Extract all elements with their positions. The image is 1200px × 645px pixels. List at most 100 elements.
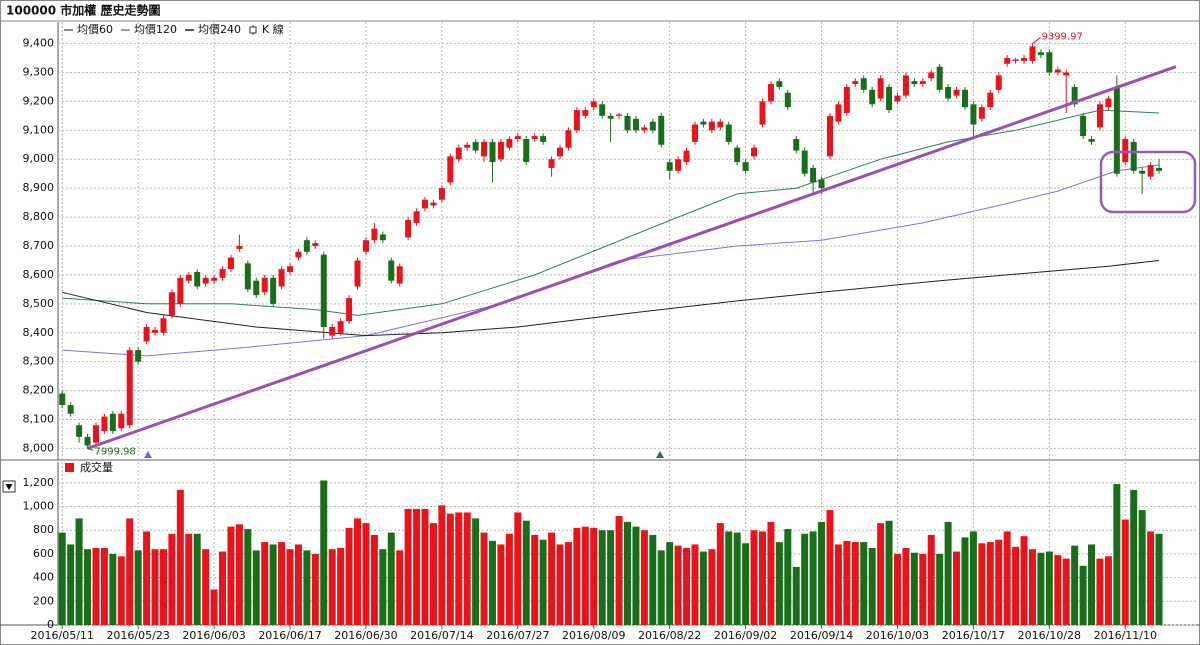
y-tick-label: 8,200	[23, 384, 55, 397]
candle-body	[641, 127, 648, 131]
y-tick-label: 400	[33, 571, 54, 584]
y-tick-label: 8,800	[23, 210, 55, 223]
candle-body	[582, 110, 589, 116]
volume-bar	[294, 544, 302, 625]
volume-bar	[1071, 545, 1079, 625]
candle-body	[177, 277, 184, 304]
candle-body	[523, 139, 530, 163]
volume-bar	[100, 548, 108, 625]
candle-body	[67, 405, 74, 414]
volume-bar	[328, 549, 336, 625]
candle-body	[481, 141, 488, 157]
volume-bar	[624, 521, 631, 625]
volume-bar	[219, 551, 227, 625]
volume-bar	[733, 532, 741, 625]
candle-body	[683, 150, 690, 163]
candle-body	[776, 81, 783, 87]
volume-bar	[919, 553, 927, 625]
candle-body	[211, 277, 218, 281]
candle-body	[430, 202, 437, 206]
volume-bar	[143, 531, 151, 625]
volume-bar	[1037, 552, 1045, 625]
candle-body	[1071, 86, 1078, 105]
volume-bar	[691, 544, 699, 625]
volume-bar	[210, 589, 218, 625]
volume-bar	[522, 520, 530, 625]
volume-bar	[818, 521, 826, 625]
volume-bar	[775, 542, 783, 625]
volume-bar	[936, 553, 944, 625]
volume-bar	[278, 542, 286, 625]
volume-bar	[235, 524, 243, 625]
volume-bar	[1028, 549, 1036, 625]
candle-body	[405, 219, 412, 238]
volume-bar	[995, 539, 1003, 625]
volume-bar	[632, 526, 640, 625]
candle-body	[540, 136, 547, 142]
volume-bar	[877, 523, 885, 625]
x-tick-label: 2016/05/11	[31, 629, 94, 642]
volume-bar	[514, 512, 522, 625]
legend-swatch	[249, 26, 257, 34]
candle-body	[379, 234, 386, 241]
candle-body	[396, 266, 403, 284]
candle-body	[835, 104, 842, 122]
x-tick-label: 2016/08/22	[638, 629, 701, 642]
candle-body	[1113, 86, 1120, 174]
candle-body	[987, 92, 994, 108]
volume-bar	[792, 566, 800, 625]
volume-bar	[1012, 546, 1020, 625]
volume-bar	[362, 523, 370, 625]
volume-bar	[185, 533, 193, 625]
volume-bar	[370, 534, 378, 625]
x-tick-label: 2016/07/14	[410, 629, 473, 642]
volume-bar	[784, 529, 792, 625]
candle-body	[970, 104, 977, 125]
volume-bar	[396, 550, 404, 625]
volume-bar	[92, 548, 100, 625]
candle-body	[227, 257, 234, 270]
candle-body	[886, 86, 893, 111]
candle-body	[590, 101, 597, 108]
candle-body	[1122, 139, 1129, 163]
x-tick-label: 2016/08/09	[562, 629, 625, 642]
volume-bar	[480, 532, 488, 625]
candle-body	[953, 89, 960, 96]
candle-body	[438, 188, 445, 200]
candle-body	[295, 251, 302, 258]
x-tick-label: 2016/10/28	[1018, 629, 1081, 642]
chart-title: 100000 市加權 歷史走勢圖	[6, 3, 160, 18]
candle-body	[320, 254, 327, 327]
candle-body	[278, 269, 285, 287]
legend-label: 均價240	[198, 22, 241, 36]
volume-bar	[75, 518, 83, 625]
candle-body	[1147, 165, 1154, 177]
volume-bar	[556, 544, 564, 625]
volume-bar	[927, 534, 935, 625]
y-tick-label: 9,200	[23, 94, 55, 107]
volume-bar	[379, 549, 387, 625]
volume-bar	[851, 542, 859, 625]
volume-bar	[159, 549, 167, 625]
candle-body	[354, 260, 361, 287]
moving-average-line	[62, 164, 1160, 357]
candle-body	[700, 121, 707, 125]
volume-bar	[902, 548, 910, 625]
candle-body	[185, 274, 192, 281]
candle-body	[936, 66, 943, 90]
y-tick-label: 9,100	[23, 123, 55, 136]
candle-body	[1096, 104, 1103, 128]
volume-bar	[893, 553, 901, 625]
candle-body	[725, 124, 732, 142]
volume-bar	[953, 551, 961, 625]
annotation-leader	[87, 447, 94, 451]
volume-bar	[1062, 558, 1070, 625]
candle-body	[548, 159, 555, 168]
moving-average-line	[62, 109, 1160, 316]
volume-bar	[202, 549, 210, 625]
candle-body	[1130, 141, 1137, 171]
candle-body	[160, 318, 167, 333]
candle-body	[202, 277, 209, 284]
volume-bar	[134, 550, 142, 625]
volume-bar	[320, 480, 328, 625]
